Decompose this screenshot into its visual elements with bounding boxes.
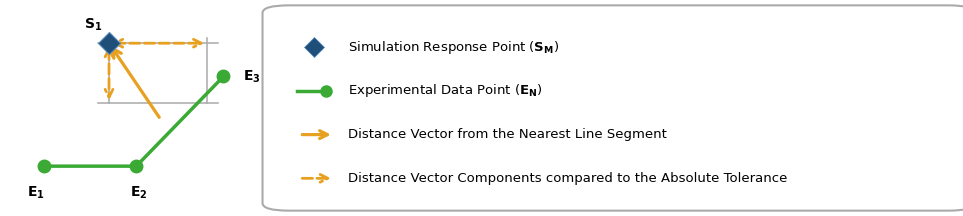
FancyBboxPatch shape (263, 5, 963, 211)
Text: Distance Vector Components compared to the Absolute Tolerance: Distance Vector Components compared to t… (349, 172, 788, 185)
Text: Experimental Data Point ($\mathbf{E_N}$): Experimental Data Point ($\mathbf{E_N}$) (349, 82, 543, 99)
Text: $\mathbf{E_2}$: $\mathbf{E_2}$ (130, 184, 147, 201)
Text: $\mathbf{E_3}$: $\mathbf{E_3}$ (243, 68, 260, 85)
Text: Distance Vector from the Nearest Line Segment: Distance Vector from the Nearest Line Se… (349, 128, 667, 141)
Text: Simulation Response Point ($\mathbf{S_M}$): Simulation Response Point ($\mathbf{S_M}… (349, 39, 560, 56)
Text: $\mathbf{S_1}$: $\mathbf{S_1}$ (85, 17, 103, 33)
Text: $\mathbf{E_1}$: $\mathbf{E_1}$ (27, 184, 44, 201)
